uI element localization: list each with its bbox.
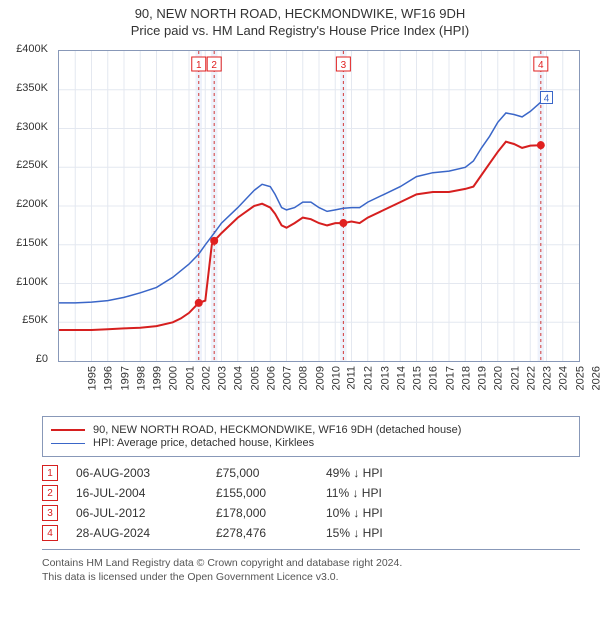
attribution-footer: Contains HM Land Registry data © Crown c…: [42, 549, 580, 586]
x-tick-label: 2012: [363, 366, 375, 390]
tx-diff: 15% ↓ HPI: [326, 526, 446, 540]
x-tick-label: 2002: [200, 366, 212, 390]
y-tick-label: £350K: [8, 82, 48, 94]
tx-date: 06-JUL-2012: [76, 506, 216, 520]
tx-price: £155,000: [216, 486, 326, 500]
x-tick-label: 2025: [574, 366, 586, 390]
tx-marker: 2: [42, 485, 58, 501]
y-tick-label: £0: [8, 353, 48, 365]
legend: 90, NEW NORTH ROAD, HECKMONDWIKE, WF16 9…: [42, 416, 580, 457]
legend-item: HPI: Average price, detached house, Kirk…: [51, 437, 571, 449]
tx-marker: 4: [42, 525, 58, 541]
chart-titles: 90, NEW NORTH ROAD, HECKMONDWIKE, WF16 9…: [0, 0, 600, 40]
x-tick-label: 1998: [135, 366, 147, 390]
footer-line-2: This data is licensed under the Open Gov…: [42, 570, 580, 584]
tx-price: £75,000: [216, 466, 326, 480]
svg-text:4: 4: [538, 60, 544, 71]
y-tick-label: £50K: [8, 314, 48, 326]
x-tick-label: 2016: [428, 366, 440, 390]
legend-swatch: [51, 443, 85, 444]
x-tick-label: 2018: [460, 366, 472, 390]
x-tick-label: 2024: [558, 366, 570, 390]
x-tick-label: 2017: [444, 366, 456, 390]
plot-region: 12 3 4 4: [58, 50, 580, 362]
x-tick-label: 2021: [509, 366, 521, 390]
svg-text:3: 3: [341, 60, 347, 71]
tx-price: £278,476: [216, 526, 326, 540]
x-tick-label: 1996: [103, 366, 115, 390]
transaction-row: 2 16-JUL-2004£155,00011% ↓ HPI: [42, 485, 580, 501]
x-tick-label: 2015: [411, 366, 423, 390]
y-tick-label: £100K: [8, 276, 48, 288]
title-main: 90, NEW NORTH ROAD, HECKMONDWIKE, WF16 9…: [0, 6, 600, 21]
legend-item: 90, NEW NORTH ROAD, HECKMONDWIKE, WF16 9…: [51, 424, 571, 436]
x-tick-label: 2009: [314, 366, 326, 390]
x-tick-label: 2007: [281, 366, 293, 390]
tx-diff: 49% ↓ HPI: [326, 466, 446, 480]
y-tick-label: £250K: [8, 159, 48, 171]
x-tick-label: 2000: [168, 366, 180, 390]
x-tick-label: 2005: [249, 366, 261, 390]
x-tick-label: 2019: [476, 366, 488, 390]
tx-date: 28-AUG-2024: [76, 526, 216, 540]
tx-price: £178,000: [216, 506, 326, 520]
transaction-row: 1 06-AUG-2003£75,00049% ↓ HPI: [42, 465, 580, 481]
title-sub: Price paid vs. HM Land Registry's House …: [0, 23, 600, 38]
tx-marker: 3: [42, 505, 58, 521]
x-tick-label: 2001: [184, 366, 196, 390]
x-tick-label: 1995: [86, 366, 98, 390]
legend-label: HPI: Average price, detached house, Kirk…: [93, 437, 314, 449]
footer-line-1: Contains HM Land Registry data © Crown c…: [42, 556, 580, 570]
x-tick-label: 2023: [541, 366, 553, 390]
x-tick-label: 2003: [216, 366, 228, 390]
tx-date: 06-AUG-2003: [76, 466, 216, 480]
x-tick-label: 2010: [330, 366, 342, 390]
y-tick-label: £150K: [8, 237, 48, 249]
x-tick-label: 2011: [346, 366, 358, 390]
x-tick-label: 2004: [233, 366, 245, 390]
x-tick-label: 1997: [119, 366, 131, 390]
tx-diff: 10% ↓ HPI: [326, 506, 446, 520]
tx-marker: 1: [42, 465, 58, 481]
svg-text:2: 2: [211, 60, 217, 71]
tx-diff: 11% ↓ HPI: [326, 486, 446, 500]
x-tick-label: 2022: [525, 366, 537, 390]
svg-text:4: 4: [544, 94, 550, 105]
legend-swatch: [51, 429, 85, 431]
x-tick-label: 2013: [379, 366, 391, 390]
transaction-row: 3 06-JUL-2012£178,00010% ↓ HPI: [42, 505, 580, 521]
x-tick-label: 2026: [590, 366, 600, 390]
tx-date: 16-JUL-2004: [76, 486, 216, 500]
x-tick-label: 2006: [265, 366, 277, 390]
x-tick-label: 2008: [298, 366, 310, 390]
legend-label: 90, NEW NORTH ROAD, HECKMONDWIKE, WF16 9…: [93, 424, 461, 436]
x-tick-label: 2014: [395, 366, 407, 390]
y-tick-label: £200K: [8, 198, 48, 210]
y-tick-label: £300K: [8, 121, 48, 133]
chart-area: £0 £50K £100K £150K £200K £250K £300K £350K £400…: [0, 40, 600, 410]
y-tick-label: £400K: [8, 43, 48, 55]
transaction-table: 1 06-AUG-2003£75,00049% ↓ HPI 2 16-JUL-2004…: [42, 465, 580, 541]
svg-text:1: 1: [196, 60, 202, 71]
x-tick-label: 1999: [151, 366, 163, 390]
x-tick-label: 2020: [493, 366, 505, 390]
root: 90, NEW NORTH ROAD, HECKMONDWIKE, WF16 9…: [0, 0, 600, 586]
transaction-row: 4 28-AUG-2024£278,47615% ↓ HPI: [42, 525, 580, 541]
